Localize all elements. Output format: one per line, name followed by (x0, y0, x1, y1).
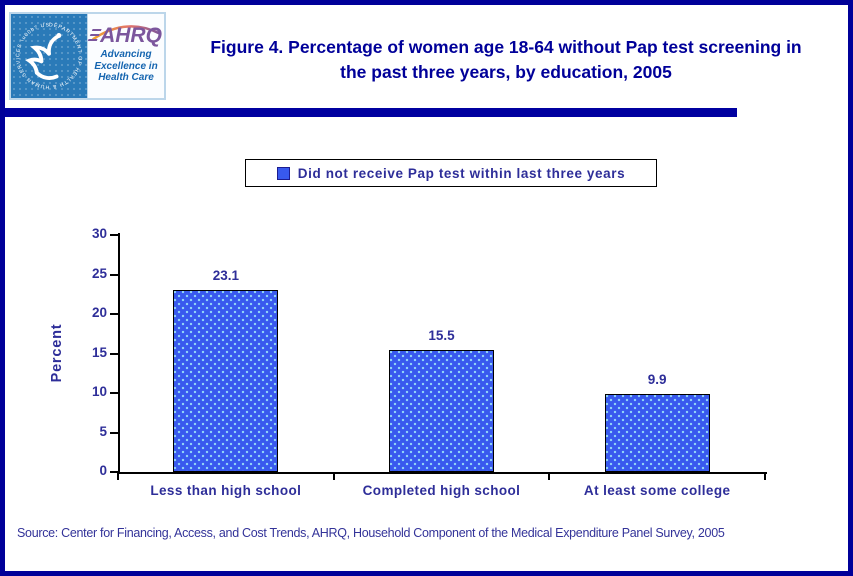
header-divider (5, 108, 737, 117)
bar-1 (173, 289, 279, 472)
ahrq-hhs-logo: DEPARTMENT OF HEALTH & HUMAN SERVICES \u… (9, 12, 166, 100)
x-category-label: At least some college (583, 483, 731, 498)
y-tick-label: 15 (91, 344, 107, 360)
bar-value-label: 15.5 (428, 327, 455, 343)
x-axis-line (118, 472, 767, 474)
bar-value-label: 23.1 (212, 267, 239, 283)
x-tick-mark (548, 472, 551, 480)
x-tick-mark (117, 472, 119, 480)
bar-chart: Percent 0 5 10 15 20 25 30 23.1 Less than high s… (5, 5, 848, 571)
hhs-eagle-icon: DEPARTMENT OF HEALTH & HUMAN SERVICES \u… (11, 14, 82, 90)
x-tick-mark (332, 472, 335, 480)
y-axis-line (118, 233, 120, 474)
legend-label: Did not receive Pap test within last thr… (297, 165, 626, 181)
y-tick-mark (110, 471, 118, 473)
y-tick-label: 5 (99, 423, 107, 439)
tagline-line: Health Care (98, 72, 154, 83)
x-tick-mark (764, 472, 766, 480)
legend-box: Did not receive Pap test within last thr… (245, 159, 657, 187)
tagline-line: Excellence in (94, 60, 158, 72)
legend-swatch-icon (276, 166, 290, 180)
bar-2 (389, 349, 494, 472)
y-tick-label: 10 (91, 384, 107, 399)
x-category-label: Less than high school (150, 483, 302, 498)
y-tick-mark (110, 273, 118, 276)
y-tick-label: 30 (91, 226, 107, 241)
y-tick-mark (110, 313, 118, 315)
y-tick-mark (110, 431, 118, 434)
figure-title: Figure 4. Percentage of women age 18-64 … (168, 35, 844, 84)
hhs-seal-icon: DEPARTMENT OF HEALTH & HUMAN SERVICES \u… (11, 14, 87, 98)
tagline-line: Advancing (100, 49, 152, 60)
source-note: Source: Center for Financing, Access, an… (17, 526, 725, 540)
x-category-label: Completed high school (362, 483, 521, 498)
ahrq-wordmark: AHRQ (100, 24, 162, 47)
bar-3 (604, 393, 710, 472)
y-tick-label: 25 (91, 265, 107, 281)
ahrq-tagline: Advancing Excellence in Health Care (94, 49, 157, 84)
figure-title-text: Figure 4. Percentage of women age 18-64 … (210, 37, 802, 82)
y-tick-mark (110, 392, 118, 394)
bar-value-label: 9.9 (647, 371, 667, 387)
y-tick-label: 0 (99, 463, 107, 478)
y-tick-mark (110, 352, 118, 355)
y-tick-label: 20 (91, 305, 107, 320)
y-tick-mark (110, 234, 118, 236)
ahrq-logo-panel: AHRQ Advancing Excellence in Health Care (87, 14, 164, 98)
